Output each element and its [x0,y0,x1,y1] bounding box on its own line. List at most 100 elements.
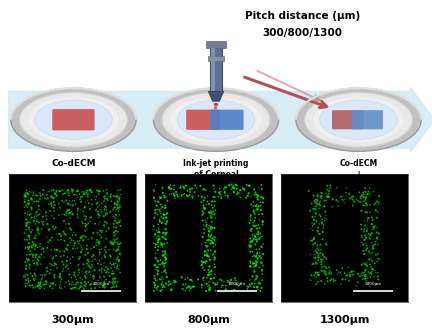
Point [374,242,381,247]
Point [83,271,90,277]
Point [155,238,162,243]
Point [313,274,320,280]
Point [22,266,29,271]
Point [327,183,334,188]
Point [114,247,121,252]
Point [114,256,121,262]
Point [205,267,212,273]
Point [366,262,373,267]
Point [113,207,120,212]
Point [46,261,53,266]
Point [310,193,317,198]
Point [108,199,115,204]
Point [361,229,368,234]
Point [111,279,118,285]
Point [189,196,196,201]
Point [366,185,373,191]
Point [305,188,312,194]
Point [250,208,257,213]
Ellipse shape [171,97,261,143]
Point [204,253,211,258]
Point [260,251,267,257]
Point [102,244,109,250]
Point [258,182,265,188]
Point [96,189,103,194]
Point [209,252,216,258]
Point [374,229,381,235]
Point [82,199,89,205]
Point [41,255,48,260]
Point [96,258,103,263]
Point [101,224,108,230]
Point [315,258,322,263]
Point [115,206,122,211]
Point [321,264,328,269]
Point [253,226,260,231]
Point [74,245,81,251]
Point [71,272,78,278]
Point [25,198,32,203]
Point [326,194,333,200]
Point [64,263,70,268]
Point [187,277,194,282]
Point [372,268,378,273]
Point [166,192,173,197]
Point [211,237,218,243]
Point [76,239,83,244]
Point [312,199,319,205]
Point [308,201,315,206]
Point [22,203,29,208]
Point [59,187,66,193]
Point [159,230,166,236]
Point [259,222,266,227]
Point [249,232,256,238]
Point [319,217,326,222]
Point [83,226,90,232]
Point [113,202,120,207]
Point [178,275,185,280]
Point [44,192,51,197]
Point [375,202,382,207]
Point [113,220,120,225]
Point [107,209,114,215]
Point [151,227,158,232]
Point [113,266,120,271]
Point [82,279,89,285]
Point [252,203,259,209]
Point [30,252,37,258]
Point [87,272,94,278]
Point [113,225,120,230]
Point [107,195,114,200]
Point [32,211,39,217]
Point [88,188,95,194]
Point [168,186,175,192]
Point [26,220,33,225]
Point [53,253,60,258]
Point [157,202,164,207]
Point [112,231,119,237]
Point [343,277,349,282]
Point [365,231,372,237]
Point [225,278,232,283]
Point [363,247,370,253]
Point [79,189,86,195]
Point [102,254,108,260]
Point [108,239,115,244]
Point [37,196,44,202]
Point [23,221,30,227]
Point [369,250,376,255]
Point [86,215,93,220]
Point [207,227,214,232]
Point [71,285,78,290]
Point [358,272,365,278]
Point [159,187,165,193]
Point [86,201,92,206]
Point [37,255,44,260]
Point [334,271,341,277]
Point [362,195,369,201]
Point [254,284,260,289]
Point [310,206,317,212]
Point [50,281,57,286]
Point [79,284,86,289]
Point [207,287,214,292]
